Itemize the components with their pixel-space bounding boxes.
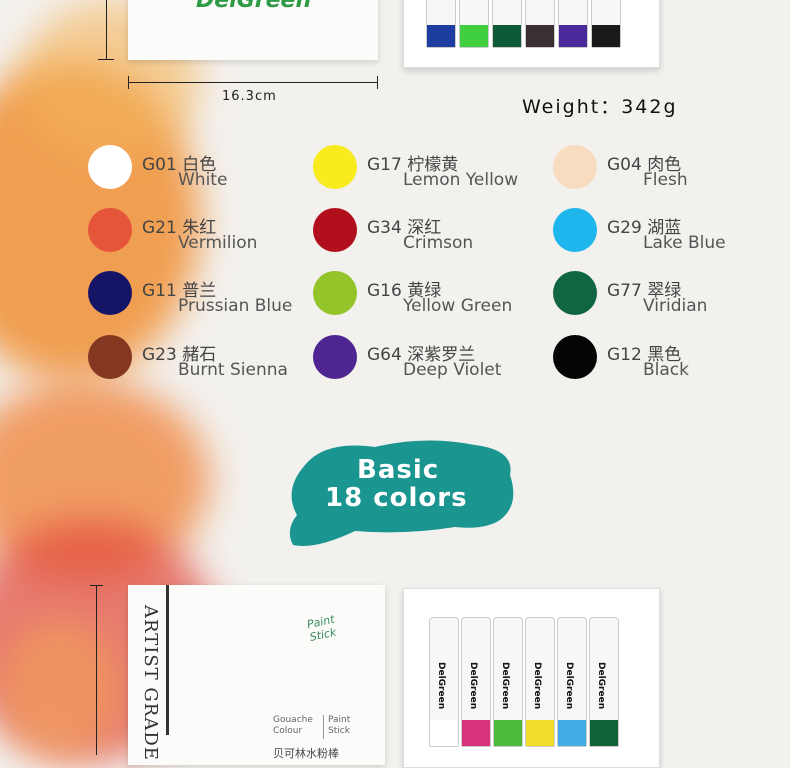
brand-logo: DelGreen	[196, 0, 312, 13]
stick-brand: DelGreen	[468, 662, 478, 710]
color-swatch	[313, 335, 357, 379]
width-dimension-line	[128, 82, 378, 83]
color-name: Lemon Yellow	[403, 170, 519, 190]
paint-stick: DelGreen	[525, 617, 555, 747]
color-code: G12 黑色	[607, 345, 682, 365]
color-name: Burnt Sienna	[178, 360, 288, 380]
paint-stick	[591, 0, 621, 48]
banner-line2: 18 colors	[325, 483, 468, 513]
paint-stick	[426, 0, 456, 48]
weight-label: Weight：342g	[522, 96, 678, 118]
dimension-tick	[377, 76, 378, 89]
color-code: G16 黄绿	[367, 281, 442, 301]
color-swatch	[553, 145, 597, 189]
color-name: Yellow Green	[403, 296, 513, 316]
paint-stick	[459, 0, 489, 48]
color-name: Viridian	[643, 296, 708, 316]
stick-brand: DelGreen	[532, 662, 542, 710]
bottom-product-tray: DelGreen DelGreen DelGreen DelGreen DelGreen…	[403, 588, 660, 768]
color-swatch	[553, 335, 597, 379]
color-name: Flesh	[643, 170, 688, 190]
paint-stick: DelGreen	[429, 617, 459, 747]
dimension-tick	[98, 59, 114, 60]
gouache-colour-label: Gouache Colour	[273, 715, 313, 736]
paint-stick	[558, 0, 588, 48]
color-code: G17 柠檬黄	[367, 155, 459, 175]
paint-stick: DelGreen	[493, 617, 523, 747]
chinese-product-name: 贝可林水粉棒	[273, 747, 339, 760]
box-side-text: ARTIST GRADE	[140, 605, 161, 761]
paint-stick	[492, 0, 522, 48]
paint-stick: DelGreen	[461, 617, 491, 747]
color-code: G77 翠绿	[607, 281, 682, 301]
height-dimension-line	[96, 585, 97, 755]
paint-stick: DelGreen	[557, 617, 587, 747]
stick-brand: DelGreen	[436, 662, 446, 710]
stick-brand: DelGreen	[596, 662, 606, 710]
dimension-tick	[128, 76, 129, 89]
color-name: Black	[643, 360, 689, 380]
paint-stick: DelGreen	[589, 617, 619, 747]
paint-stick	[525, 0, 555, 48]
color-swatch	[88, 145, 132, 189]
paint-stick-label: Paint Stick	[328, 715, 351, 736]
color-name: Deep Violet	[403, 360, 502, 380]
color-code: G34 深红	[367, 218, 442, 238]
color-code: G01 白色	[142, 155, 217, 175]
banner-splash: Basic 18 colors	[285, 435, 520, 555]
color-swatch	[313, 145, 357, 189]
color-name: Crimson	[403, 233, 474, 253]
color-name: Prussian Blue	[178, 296, 293, 316]
color-name: Vermilion	[178, 233, 258, 253]
width-label: 16.3cm	[222, 89, 277, 104]
dimension-tick	[90, 585, 103, 586]
color-swatch	[553, 208, 597, 252]
paint-splash-shape	[289, 440, 514, 547]
top-product-box: DelGreen	[128, 0, 378, 60]
color-code: G29 湖蓝	[607, 218, 682, 238]
color-swatch	[553, 271, 597, 315]
top-product-tray	[403, 0, 660, 68]
height-dimension-line	[106, 0, 107, 60]
color-code: G64 深紫罗兰	[367, 345, 476, 365]
color-code: G04 肉色	[607, 155, 682, 175]
bottom-product-box: ARTIST GRADE Paint Stick Gouache Colour …	[128, 585, 385, 765]
color-swatch	[313, 208, 357, 252]
color-swatch	[313, 271, 357, 315]
stick-brand: DelGreen	[564, 662, 574, 710]
color-code: G23 赭石	[142, 345, 217, 365]
color-swatch	[88, 271, 132, 315]
color-code: G21 朱红	[142, 218, 217, 238]
color-swatch	[88, 335, 132, 379]
color-code: G11 普兰	[142, 281, 217, 301]
banner-line1: Basic	[357, 455, 440, 485]
color-name: Lake Blue	[643, 233, 726, 253]
color-swatch	[88, 208, 132, 252]
paint-stick-logo: Paint Stick	[305, 612, 338, 644]
stick-brand: DelGreen	[500, 662, 510, 710]
color-name: White	[178, 170, 228, 190]
